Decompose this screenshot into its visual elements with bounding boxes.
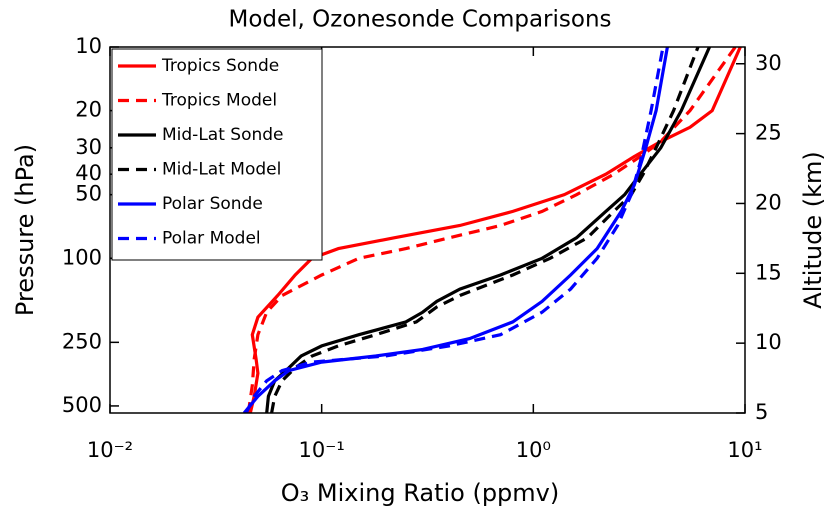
- series-line: [242, 47, 669, 413]
- x-tick-label: 10⁰: [516, 438, 551, 462]
- legend-label: Tropics Sonde: [161, 56, 279, 76]
- y2-tick-label: 20: [755, 190, 782, 214]
- series-line: [270, 47, 700, 413]
- y2-tick-label: 10: [755, 330, 782, 354]
- series-line: [244, 47, 665, 413]
- y-tick-label: 10: [75, 34, 102, 58]
- chart-title: Model, Ozonesonde Comparisons: [228, 7, 611, 33]
- y2-axis-label: Altitude (km): [799, 151, 827, 308]
- legend-label: Polar Sonde: [162, 194, 263, 214]
- y2-tick-label: 5: [755, 400, 768, 424]
- x-axis-label: O₃ Mixing Ratio (ppmv): [281, 479, 559, 507]
- series-line: [248, 47, 742, 413]
- y2-tick-label: 15: [755, 260, 782, 284]
- y-tick-label: 20: [75, 98, 102, 122]
- y-axis-label: Pressure (hPa): [11, 144, 39, 316]
- legend-box: [111, 48, 323, 261]
- y-tick-label: 50: [75, 182, 102, 206]
- x-tick-label: 10⁻¹: [299, 438, 345, 462]
- y-tick-label: 100: [62, 245, 102, 269]
- legend-label: Tropics Model: [161, 91, 277, 111]
- y-tick-label: 500: [62, 393, 102, 417]
- x-tick-label: 10¹: [727, 438, 762, 462]
- y-tick-label: 30: [75, 135, 102, 159]
- y2-tick-label: 25: [755, 121, 782, 145]
- plot-area: [242, 47, 742, 413]
- y-tick-label: 40: [75, 161, 102, 185]
- legend-label: Mid-Lat Model: [162, 160, 281, 180]
- plot-frame: [109, 46, 746, 414]
- x-tick-label: 10⁻²: [87, 438, 133, 462]
- legend-label: Mid-Lat Sonde: [162, 125, 284, 145]
- series-line: [246, 47, 737, 413]
- y-tick-label: 250: [62, 329, 102, 353]
- y2-tick-label: 30: [755, 51, 782, 75]
- legend-label: Polar Model: [162, 229, 261, 249]
